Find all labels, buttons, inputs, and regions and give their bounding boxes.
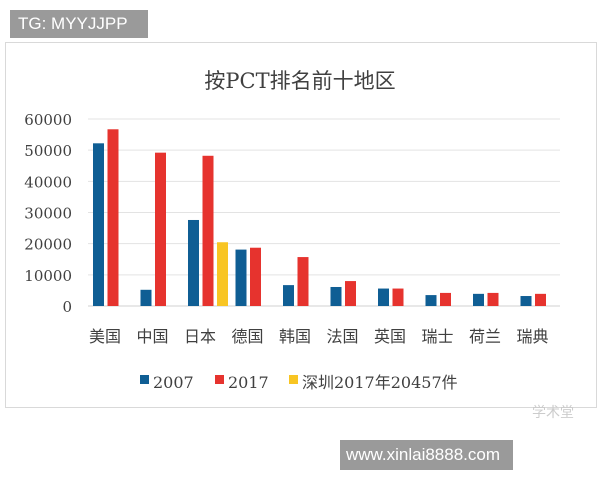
bar-2007-日本: [188, 219, 199, 306]
y-tick-label: 10000: [24, 267, 72, 285]
bar-2017-英国: [392, 288, 404, 306]
bar-2017-法国: [345, 281, 356, 306]
bar-2007-德国: [235, 249, 247, 306]
bar-2007-法国: [330, 286, 342, 306]
bar-2007-英国: [378, 288, 389, 306]
y-tick-label: 20000: [24, 236, 72, 254]
x-tick-label: 法国: [326, 327, 358, 346]
watermark-top-left: TG: MYYJJPP: [10, 10, 148, 38]
bar-2017-德国: [250, 247, 261, 306]
bar-深圳2017年20457件-日本: [217, 242, 228, 306]
bar-2007-瑞士: [425, 295, 437, 306]
x-tick-label: 美国: [89, 327, 121, 346]
legend-swatch: [140, 375, 149, 384]
watermark-bottom-right: www.xinlai8888.com: [340, 440, 513, 470]
y-tick-label: 0: [62, 298, 72, 316]
y-tick-label: 30000: [24, 205, 72, 223]
x-tick-label: 荷兰: [469, 327, 501, 346]
chart-frame: [5, 42, 597, 408]
x-tick-label: 英国: [374, 327, 406, 346]
x-tick-label: 瑞典: [516, 327, 548, 346]
y-tick-label: 50000: [24, 142, 72, 160]
bar-2017-瑞士: [440, 292, 451, 306]
x-tick-label: 韩国: [279, 327, 311, 346]
legend-swatch: [215, 375, 224, 384]
x-tick-label: 德国: [231, 327, 263, 346]
x-tick-label: 中国: [136, 327, 168, 346]
y-tick-label: 40000: [24, 173, 72, 191]
legend-label: 深圳2017年20457件: [302, 373, 458, 392]
bar-2017-中国: [155, 152, 166, 306]
bar-2007-荷兰: [473, 293, 484, 306]
bar-2007-美国: [93, 143, 104, 306]
legend-swatch: [289, 375, 298, 384]
x-tick-label: 瑞士: [421, 327, 453, 346]
bar-2017-美国: [107, 129, 119, 306]
bar-2007-韩国: [283, 285, 294, 306]
x-tick-label: 日本: [184, 327, 216, 346]
bar-2017-韩国: [297, 257, 309, 306]
bar-2017-瑞典: [535, 293, 546, 306]
y-tick-label: 60000: [24, 111, 72, 129]
bar-2017-荷兰: [487, 292, 499, 306]
bar-2007-中国: [140, 289, 152, 306]
legend-label: 2017: [228, 373, 269, 392]
chart-title: 按PCT排名前十地区: [204, 69, 395, 93]
bar-2007-瑞典: [520, 296, 532, 306]
legend-label: 2007: [153, 373, 194, 392]
bar-2017-日本: [202, 155, 214, 306]
watermark-faint: 学术堂: [532, 405, 574, 421]
